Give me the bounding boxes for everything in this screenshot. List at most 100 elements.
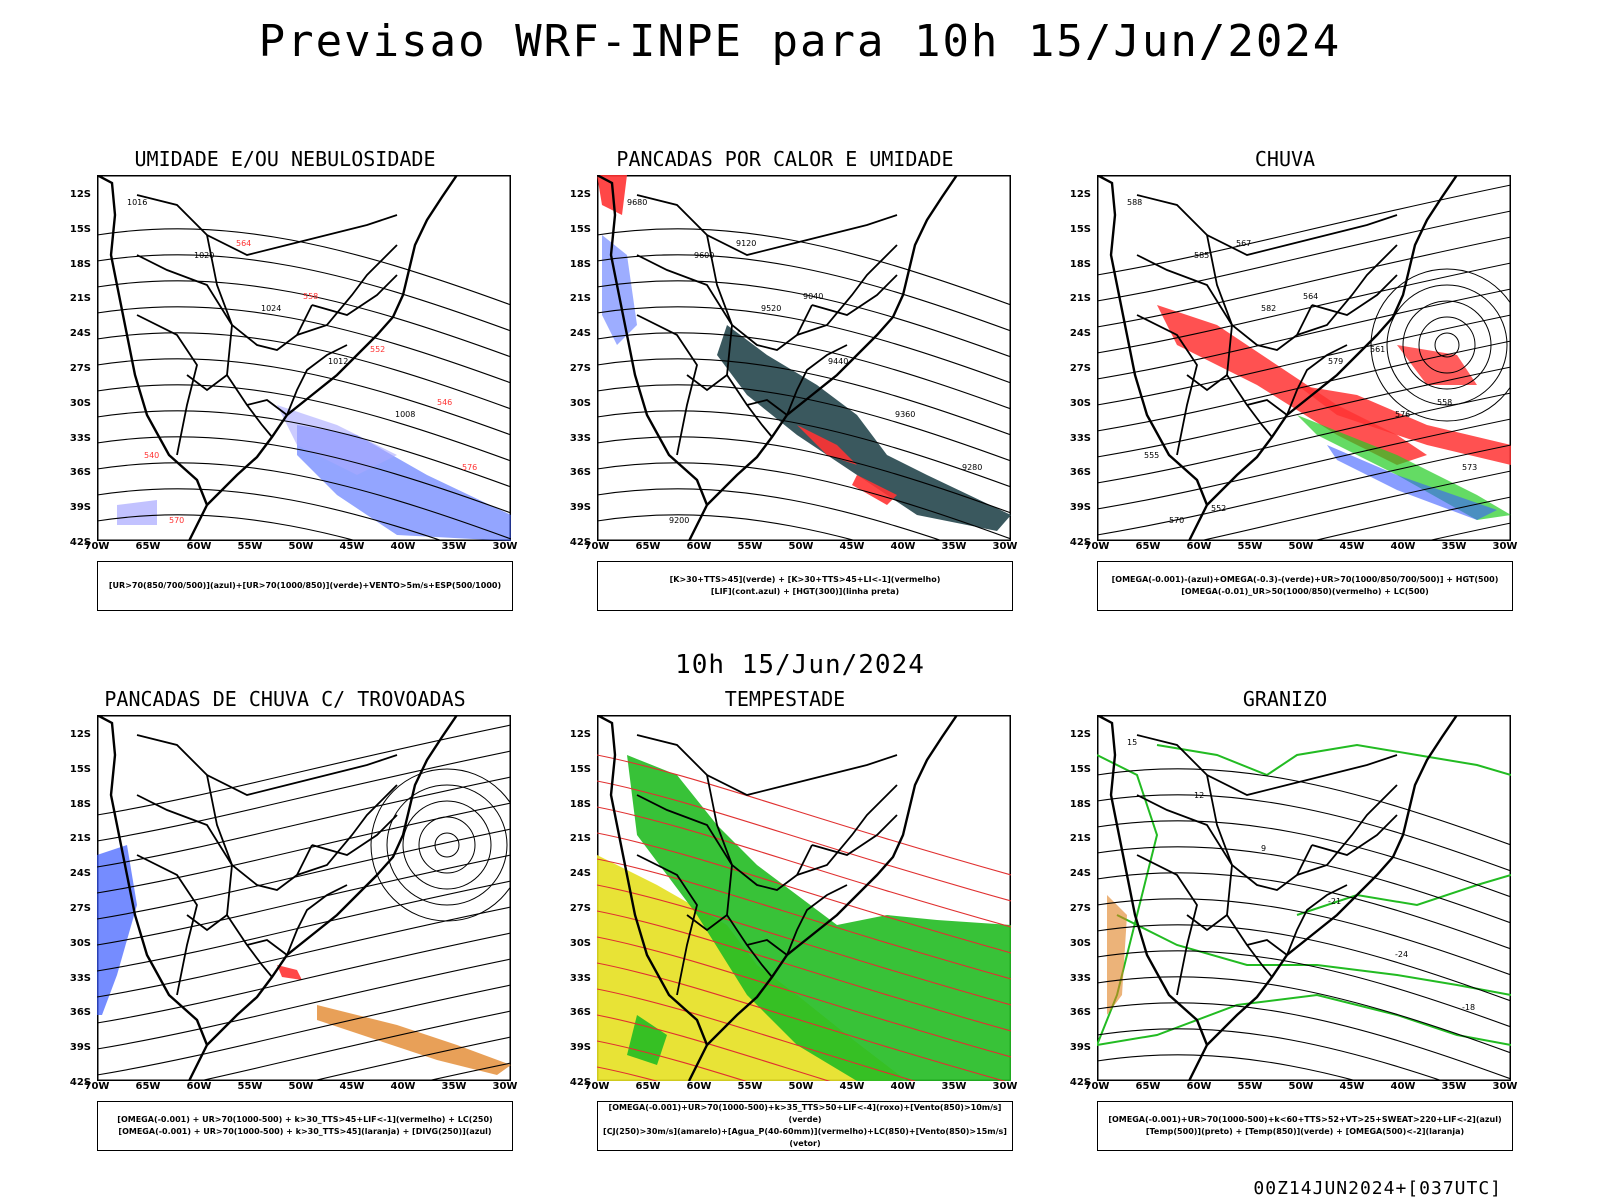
longitude-tick-label: 60W	[686, 1081, 712, 1092]
country-border	[1296, 244, 1398, 336]
isoline	[1097, 210, 1511, 302]
main-title: Previsao WRF-INPE para 10h 15/Jun/2024	[258, 16, 1342, 67]
isoline	[97, 306, 511, 384]
map-panel: TEMPESTADE 12S 15S 18S 21S 24S 27S 30S 33S 36S 39S…	[545, 687, 1025, 1167]
isoline	[597, 410, 1011, 488]
country-border	[311, 274, 398, 316]
shaded-field	[317, 1005, 511, 1075]
legend-line: [UR>70(850/700/500)](azul)+[UR>70(1000/8…	[108, 581, 502, 590]
latitude-tick-label: 36S	[69, 467, 91, 479]
isoline	[597, 228, 1011, 306]
latitude-tick-label: 36S	[569, 467, 591, 479]
country-border	[1286, 344, 1348, 416]
latitude-tick-label: 39S	[1069, 1042, 1091, 1054]
latitude-tick-label: 24S	[69, 868, 91, 880]
shaded-field	[797, 425, 857, 465]
contour-label: 9120	[736, 239, 756, 248]
latitude-tick-label: 24S	[569, 328, 591, 340]
panel-legend: [OMEGA(-0.001)+UR>70(1000-500)+k<60+TTS>…	[1097, 1101, 1513, 1151]
longitude-tick-label: 65W	[135, 1081, 161, 1092]
longitude-tick-label: 40W	[390, 541, 416, 552]
latitude-tick-label: 33S	[1069, 432, 1091, 444]
longitude-tick-label: 35W	[941, 541, 967, 552]
contour-label: 585	[1194, 251, 1209, 260]
map-panel: PANCADAS DE CHUVA C/ TROVOADAS 12S 15S 18S 2…	[45, 687, 525, 1167]
country-border	[311, 814, 398, 856]
latitude-tick-label: 12S	[1069, 729, 1091, 740]
legend-line: [CJ(250)>30m/s](amarelo)+[Agua_P(40-60mm…	[603, 1127, 1007, 1148]
contour-label: 546	[437, 398, 452, 407]
isoline	[97, 332, 511, 410]
country-border	[786, 884, 848, 956]
latitude-tick-label: 12S	[569, 189, 591, 200]
isoline	[1097, 1054, 1359, 1081]
isoline	[597, 1066, 659, 1081]
latitude-tick-label: 30S	[69, 937, 91, 949]
isoline	[597, 806, 1011, 928]
legend-line: [OMEGA(-0.001)+UR>70(1000-500)+k>35_TTS>…	[608, 1103, 1002, 1124]
isoline	[97, 280, 511, 358]
latitude-tick-label: 30S	[1069, 397, 1091, 409]
latitude-tick-label: 21S	[69, 833, 91, 845]
longitude-tick-label: 30W	[992, 1081, 1018, 1092]
isoline	[597, 514, 859, 541]
country-border	[136, 794, 233, 866]
country-border	[636, 734, 898, 796]
country-border	[1311, 814, 1398, 856]
contour-label: 9520	[761, 304, 781, 313]
isoline	[1097, 288, 1511, 380]
latitude-tick-label: 42S	[69, 537, 91, 548]
latitude-tick-label: 39S	[69, 1042, 91, 1054]
shaded-field	[277, 965, 302, 980]
contour-label: 9600	[694, 251, 714, 260]
longitude-tick-label: 45W	[839, 1081, 865, 1092]
map-panel: GRANIZO 12S 15S 18S 21S 24S 27S 30S 33S 36S 39S 42S…	[1045, 687, 1525, 1167]
isoline	[597, 780, 1011, 902]
country-border	[1246, 399, 1288, 416]
isoline	[1097, 314, 1511, 406]
shaded-field	[717, 325, 1011, 531]
isoline	[1097, 820, 1511, 898]
longitude-tick-label: 50W	[788, 541, 814, 552]
latitude-tick-label: 21S	[69, 293, 91, 305]
latitude-tick-label: 12S	[69, 729, 91, 740]
latitude-tick-label: 12S	[569, 729, 591, 740]
isoline	[97, 436, 511, 514]
isoline	[1097, 444, 1511, 536]
country-border	[1296, 784, 1398, 876]
latitude-tick-label: 15S	[569, 763, 591, 775]
country-border	[1136, 854, 1198, 996]
shaded-field	[627, 1015, 667, 1065]
contour-label: 15	[1127, 738, 1137, 747]
legend-line: [OMEGA(-0.001)-(azul)+OMEGA(-0.3)-(verde…	[1111, 575, 1499, 584]
contour-label: 573	[1462, 463, 1477, 472]
isoline	[597, 962, 1006, 1081]
isoline	[1310, 496, 1511, 541]
longitude-tick-label: 35W	[441, 541, 467, 552]
country-border	[246, 399, 288, 416]
latitude-tick-label: 15S	[69, 223, 91, 235]
country-border	[136, 854, 198, 996]
latitude-tick-label: 27S	[69, 363, 91, 374]
panel-title: UMIDADE E/OU NEBULOSIDADE	[134, 147, 436, 171]
contour-label: 576	[462, 463, 477, 472]
longitude-tick-label: 70W	[584, 541, 610, 552]
latitude-tick-label: 21S	[569, 293, 591, 305]
contour-label: 9280	[962, 463, 982, 472]
longitude-tick-label: 30W	[1492, 1081, 1518, 1092]
contour-label: 561	[1370, 345, 1385, 354]
country-border	[796, 244, 898, 336]
latitude-tick-label: 12S	[69, 189, 91, 200]
map-canvas: 1016 1020 1024 1012 1008 576 570 564 558 552 546 54…	[97, 175, 511, 541]
longitude-tick-label: 65W	[635, 1081, 661, 1092]
longitude-tick-label: 60W	[1186, 1081, 1212, 1092]
longitude-tick-label: 30W	[992, 541, 1018, 552]
country-border	[796, 784, 898, 876]
latitude-tick-label: 39S	[569, 1042, 591, 1054]
contour-label: -24	[1395, 950, 1408, 959]
isoline	[1097, 898, 1511, 976]
latitude-tick-label: 24S	[569, 868, 591, 880]
isoline	[97, 750, 511, 842]
map-panel: UMIDADE E/OU NEBULOSIDADE 12S 15S 18S 21S 24S…	[45, 147, 525, 627]
longitude-tick-label: 70W	[84, 1081, 110, 1092]
